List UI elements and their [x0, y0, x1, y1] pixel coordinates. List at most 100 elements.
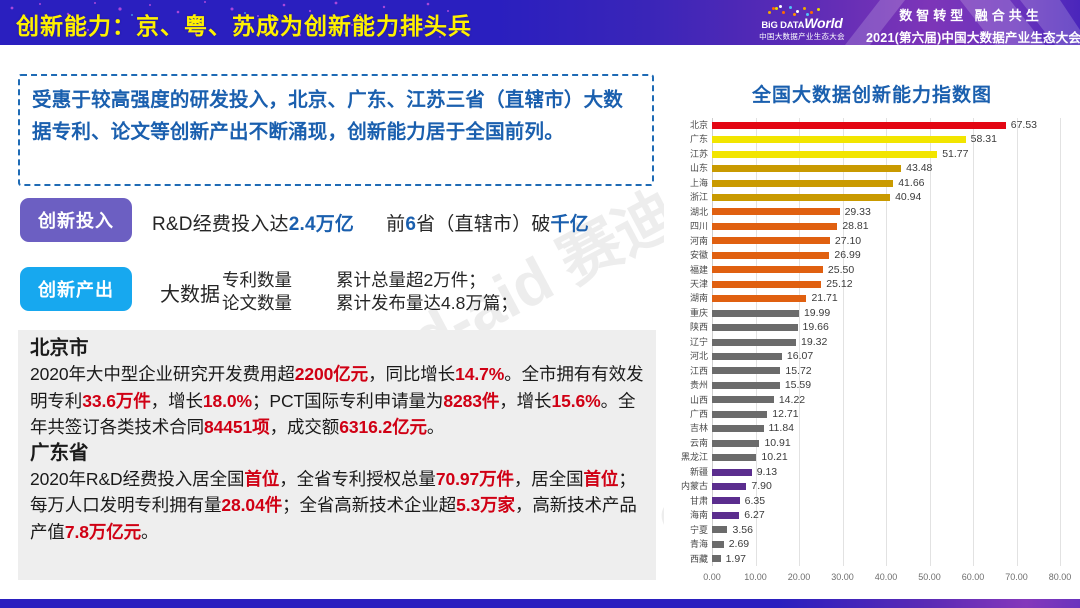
chart-x-axis: 0.00 10.00 20.00 30.00 40.00 50.00 60.00 70.00 8… — [664, 570, 1080, 590]
chart-bar-value: 2.69 — [728, 538, 750, 551]
chart-bar-value: 40.94 — [895, 191, 922, 204]
chart-bar-value: 29.33 — [844, 205, 871, 218]
chart-category-label: 陕西 — [689, 322, 708, 333]
page-footer-bar — [0, 599, 1080, 608]
chart-gridline — [886, 118, 887, 566]
chart-category-label: 重庆 — [689, 307, 708, 318]
chart-bar-value: 25.12 — [826, 277, 853, 290]
chart-category-label: 贵州 — [689, 380, 708, 391]
guangdong-text-run-8: ；全省高新技术企业超 — [282, 495, 457, 515]
chart-category-label: 河北 — [689, 351, 708, 362]
chart-bar-value: 51.77 — [942, 147, 969, 160]
chart-x-tick-label: 50.00 — [918, 572, 941, 582]
beijing-text-run-3: 14.7% — [455, 364, 505, 384]
chart-bar — [712, 454, 757, 462]
chart-bar — [712, 237, 830, 245]
chart-gridline — [973, 118, 974, 566]
invest-text-plain-1: R&D经费投入达 — [152, 214, 289, 235]
summary-callout-box: 受惠于较高强度的研发投入，北京、广东、江苏三省（直辖市）大数据专利、论文等创新产… — [18, 74, 654, 186]
chart-category-label: 海南 — [689, 510, 708, 521]
guangdong-detail-text: 2020年R&D经费投入居全国首位，全省专利授权总量70.97万件，居全国首位；… — [30, 466, 646, 546]
guangdong-text-run-4: ，居全国 — [513, 468, 584, 489]
chart-bar — [712, 324, 798, 332]
innovation-investment-row: 创新投入 — [20, 198, 132, 242]
chart-bar-value: 25.50 — [827, 263, 855, 276]
beijing-text-run-9: 8283件 — [443, 390, 500, 411]
invest-value-6: 6 — [405, 214, 417, 235]
beijing-text-run-7: 18.0% — [202, 390, 252, 411]
chart-bar — [712, 439, 760, 447]
logo-wordmark: BiG DATAWorld — [748, 16, 856, 32]
chart-bar — [712, 251, 830, 259]
logo-bigdata-text: BiG DATA — [761, 20, 805, 31]
beijing-text-run-5: 33.6万件 — [82, 390, 151, 411]
chart-bar — [712, 179, 894, 187]
guangdong-text-run-3: 70.97万件 — [435, 468, 514, 489]
chart-category-label: 湖北 — [689, 206, 708, 217]
output-value-patent: 累计总量超2万件； — [336, 270, 486, 290]
chart-bar — [712, 150, 938, 158]
guangdong-text-run-0: 2020年R&D经费投入居全国 — [30, 468, 245, 489]
chart-bar-value: 15.72 — [785, 364, 812, 377]
chart-bar-value: 19.66 — [802, 321, 829, 334]
chart-bar-value: 58.31 — [970, 133, 997, 146]
chart-bar-value: 9.13 — [756, 465, 778, 478]
chart-category-label: 青海 — [689, 539, 708, 550]
chart-bar-value: 11.84 — [768, 422, 795, 435]
chart-bar — [712, 121, 1006, 129]
chart-bar-value: 21.71 — [811, 292, 838, 305]
chart-bar — [712, 352, 782, 360]
innovation-output-text: 大数据 专利数量 论文数量 累计总量超2万件； 累计发布量达4.8万篇； — [160, 269, 518, 315]
chart-x-tick-label: 30.00 — [831, 572, 854, 582]
chart-gridline — [1060, 118, 1061, 566]
chart-category-label: 山西 — [689, 394, 708, 405]
chart-bar — [712, 367, 781, 375]
chart-bar — [712, 511, 740, 519]
guangdong-text-run-6: ；每万人口发明专利拥有量 — [30, 468, 636, 516]
chart-bar — [712, 425, 764, 433]
chart-category-label: 北京 — [689, 120, 708, 130]
logo-dots-icon — [748, 5, 856, 16]
chart-category-label: 黑龙江 — [680, 452, 708, 463]
invest-text-plain-2: 前 — [386, 214, 406, 235]
chart-bar — [712, 555, 721, 563]
beijing-text-run-12: 。全年共签订各类技术合同 — [30, 390, 636, 438]
chart-x-tick-label: 10.00 — [744, 572, 767, 582]
beijing-text-run-8: ；PCT国际专利申请量为 — [252, 390, 444, 411]
output-value-paper: 累计发布量达4.8万篇； — [336, 293, 518, 313]
chart-category-label: 广西 — [689, 409, 708, 420]
chart-category-label: 云南 — [689, 437, 708, 448]
bigdata-world-logo: BiG DATAWorld 中国大数据产业生态大会 — [748, 5, 856, 41]
guangdong-text-run-1: 首位 — [244, 468, 280, 489]
chart-bar-value: 19.32 — [801, 335, 828, 348]
chart-x-tick-label: 0.00 — [703, 572, 721, 582]
chart-bar-value: 19.99 — [803, 306, 831, 319]
guangdong-heading: 广东省 — [30, 441, 89, 464]
chart-bar-value: 3.56 — [732, 523, 753, 536]
chart-title: 全国大数据创新能力指数图 — [751, 85, 992, 106]
beijing-heading: 北京市 — [30, 337, 89, 359]
chart-x-tick-label: 60.00 — [961, 572, 985, 582]
chart-bar — [712, 309, 799, 317]
chart-bar — [712, 222, 838, 230]
chart-bar — [712, 483, 747, 491]
chart-bar-value: 12.71 — [772, 408, 799, 421]
guangdong-text-run-5: 首位 — [583, 468, 619, 489]
chart-bar-value: 43.48 — [906, 162, 933, 175]
chart-bar-value: 10.21 — [761, 451, 788, 464]
chart-bar — [712, 526, 728, 534]
chart-category-label: 山东 — [689, 163, 708, 174]
guangdong-text-run-10: ，高新技术产品产值 — [30, 495, 637, 542]
innovation-index-chart-panel: 全国大数据创新能力指数图 0.00 10.00 20.00 30.00 40.00 50.… — [664, 56, 1080, 596]
chart-category-label: 宁夏 — [689, 524, 708, 535]
chart-category-label: 吉林 — [689, 423, 708, 434]
chart-x-tick-label: 20.00 — [787, 572, 811, 582]
chart-bar-value: 7.90 — [751, 480, 772, 493]
guangdong-text-run-7: 28.04件 — [221, 495, 283, 515]
chart-category-label: 辽宁 — [689, 336, 708, 347]
beijing-text-run-16: 。 — [426, 417, 445, 437]
chart-bar — [712, 295, 807, 303]
chart-bar — [712, 280, 822, 288]
chart-category-label: 浙江 — [689, 192, 708, 203]
badge-innovation-investment: 创新投入 — [20, 198, 132, 242]
